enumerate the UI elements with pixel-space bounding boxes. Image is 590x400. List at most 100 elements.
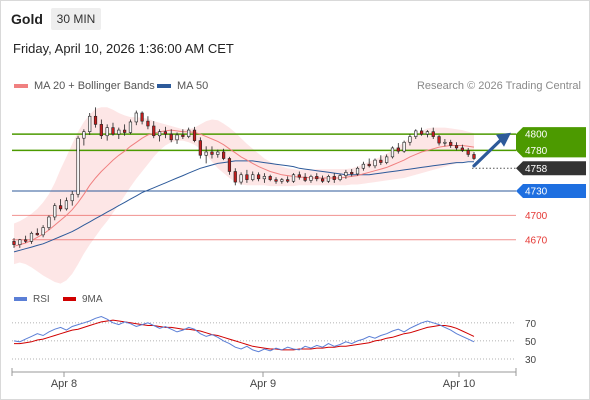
candle-body [198,140,202,156]
candle-body [146,120,150,127]
candle-body [233,171,237,183]
legend-ma50: MA 50 [157,80,208,92]
candle [472,152,476,161]
candle [355,166,360,176]
candle [117,127,121,139]
current-price-label-text: 4758 [525,164,548,175]
candle [146,116,150,130]
candle [29,231,34,244]
candle [431,127,435,139]
candle [24,235,28,243]
support-label-4730-text: 4730 [525,187,548,198]
current-price-label-box [516,161,586,176]
support-label-4700-text: 4700 [525,211,548,222]
current-price-label: 4758 [516,161,586,176]
forecast-arrow-shaft [472,138,503,168]
candle [303,173,307,183]
candle-body [47,216,51,228]
candle [402,140,406,153]
candle [332,173,336,183]
candle [123,124,127,136]
candle [321,175,325,183]
candle-body [280,179,284,182]
candle-body [53,205,57,218]
candle [425,130,430,138]
candle [466,147,470,157]
candle-body [454,145,459,149]
candle-body [402,141,406,152]
candle-body [123,129,127,133]
candle-body [64,200,69,210]
candle [99,119,103,139]
bollinger-band-area [14,107,474,284]
candle-body [437,136,441,144]
candle-body [390,147,395,158]
candle-body [128,121,133,133]
candle [163,126,167,139]
candle-body [286,179,290,182]
candle-body [105,127,109,137]
candle-body [117,129,121,135]
candle [152,121,156,139]
candle [286,176,290,183]
rsi-ma-line [14,319,475,351]
candle-body [239,174,243,183]
candle-body [396,147,400,152]
candle [251,171,255,182]
candle-body [274,179,278,182]
candle [419,127,424,136]
rsi-ma-legend-label: 9MA [82,294,103,305]
candle [291,173,296,183]
candle [222,148,226,161]
candle-body [262,176,266,180]
candle [390,146,395,159]
candle-body [245,174,249,180]
support-label-4730-box [516,184,586,198]
candle [268,174,272,182]
candle-body [82,131,86,139]
candle [128,119,133,135]
candle [449,139,453,148]
candle [64,197,69,211]
candle [233,168,237,186]
candle-body [99,124,103,137]
support-label-4730: 4730 [516,184,586,198]
rsi-tick-70: 70 [525,319,537,330]
candle-body [70,193,74,202]
candle [204,146,208,164]
candle-body [24,239,28,242]
candle-body [157,131,162,137]
support-label-4700: 4700 [525,211,548,222]
candle [134,110,138,126]
candle [76,135,80,198]
candle-body [222,151,226,159]
legend-bollinger: MA 20 + Bollinger Bands [14,80,155,92]
candle-body [472,154,476,159]
ma50-swatch [157,84,171,88]
candle [105,124,109,141]
candle [262,173,266,183]
support-label-4670: 4670 [525,235,548,246]
ma50-line [13,160,474,253]
candle-body [425,131,430,135]
candle [111,122,115,136]
candle [297,171,301,180]
candle [373,158,377,169]
candle [70,191,74,206]
timeframe-selector[interactable]: 30 MIN [51,8,101,30]
candle-body [93,115,98,125]
candle [216,149,220,158]
candle [192,126,197,143]
candle [169,129,173,143]
candle-body [408,136,412,143]
candle-body [321,178,325,182]
resistance-label-4780-text: 4780 [525,146,548,157]
candle [379,155,383,165]
instrument-title: Gold [11,11,43,27]
candle-body [350,172,354,175]
candle [280,178,284,184]
candle [187,127,191,139]
chart-datetime: Friday, April 10, 2026 1:36:00 AM CET [13,41,234,56]
x-tick-label: Apr 9 [250,378,276,390]
